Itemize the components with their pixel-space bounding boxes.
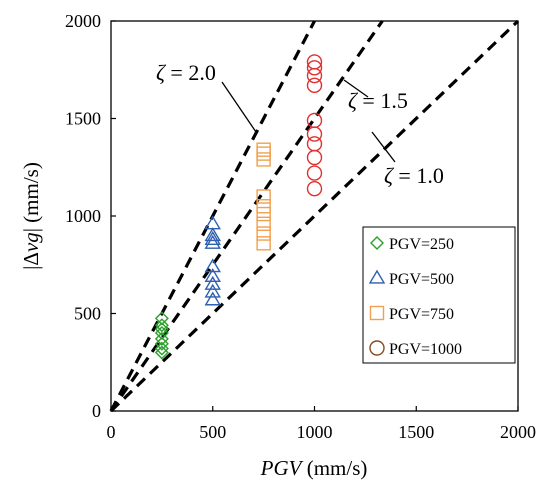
x-axis-title: PGV (mm/s) [260,456,368,480]
x-tick-label: 2000 [500,422,536,442]
data-point [204,234,221,249]
series-PGV=1000 [306,54,323,197]
y-axis-title: |Δvg| (mm/s) [19,162,43,270]
data-point [256,142,271,157]
data-point [154,331,169,346]
data-point [204,215,221,230]
x-tick-label: 1000 [297,422,333,442]
zeta-1.5-leader [343,79,369,98]
legend-marker [368,269,386,284]
zeta-2-label: ζ = 2.0 [156,60,216,85]
zeta-1-label: ζ = 1.0 [384,163,444,188]
data-point [204,275,221,290]
legend-box [362,226,516,364]
axis-ticks: 0 500 1000 1500 2000 0 500 1000 1500 2000 [65,11,536,442]
data-point [204,283,221,298]
data-point [204,231,221,246]
legend-label: PGV=500 [389,271,454,288]
data-point [306,77,323,94]
zeta-1-line [109,19,520,413]
data-point [256,189,271,204]
data-point [306,180,323,197]
zeta-1.5-line [109,20,384,412]
zeta-labels: ζ = 2.0 ζ = 1.5 ζ = 1.0 [156,60,444,188]
data-point [306,149,323,166]
x-tick-label: 0 [107,422,116,442]
zeta-1-leader [371,131,396,163]
y-tick-label: 1500 [65,109,101,129]
data-point [256,199,271,214]
legend-marker [369,305,385,321]
zeta-1.5-label: ζ = 1.5 [348,88,408,113]
series-PGV=500 [204,215,221,306]
data-point [306,112,323,129]
series-PGV=250 [154,311,169,360]
data-point [306,54,323,70]
legend-label: PGV=250 [389,236,454,253]
zeta-2-leader [221,81,257,133]
data-point [204,291,221,306]
data-point [204,227,221,242]
series-PGV=750 [256,142,271,251]
legend: PGV=250 PGV=500 PGV=750 PGV=1000 [362,226,516,364]
y-tick-label: 0 [92,401,101,421]
data-point [306,60,323,76]
x-tick-label: 500 [199,422,226,442]
legend-label: PGV=750 [389,306,454,323]
data-point [204,258,221,273]
x-tick-label: 1500 [398,422,434,442]
data-point [306,136,323,152]
data-point [154,318,169,333]
legend-marker [369,340,385,356]
data-point [256,226,271,241]
data-markers [154,54,323,360]
legend-label: PGV=1000 [389,341,462,358]
data-point [204,268,221,283]
legend-marker [370,236,384,250]
data-point [256,206,271,222]
data-point [256,216,271,232]
data-point [154,311,169,326]
data-point [306,165,323,181]
data-point [306,126,323,142]
y-tick-label: 500 [74,304,101,324]
y-tick-label: 1000 [65,206,101,226]
data-point [256,236,271,251]
y-tick-label: 2000 [65,11,101,31]
data-point [306,67,323,84]
